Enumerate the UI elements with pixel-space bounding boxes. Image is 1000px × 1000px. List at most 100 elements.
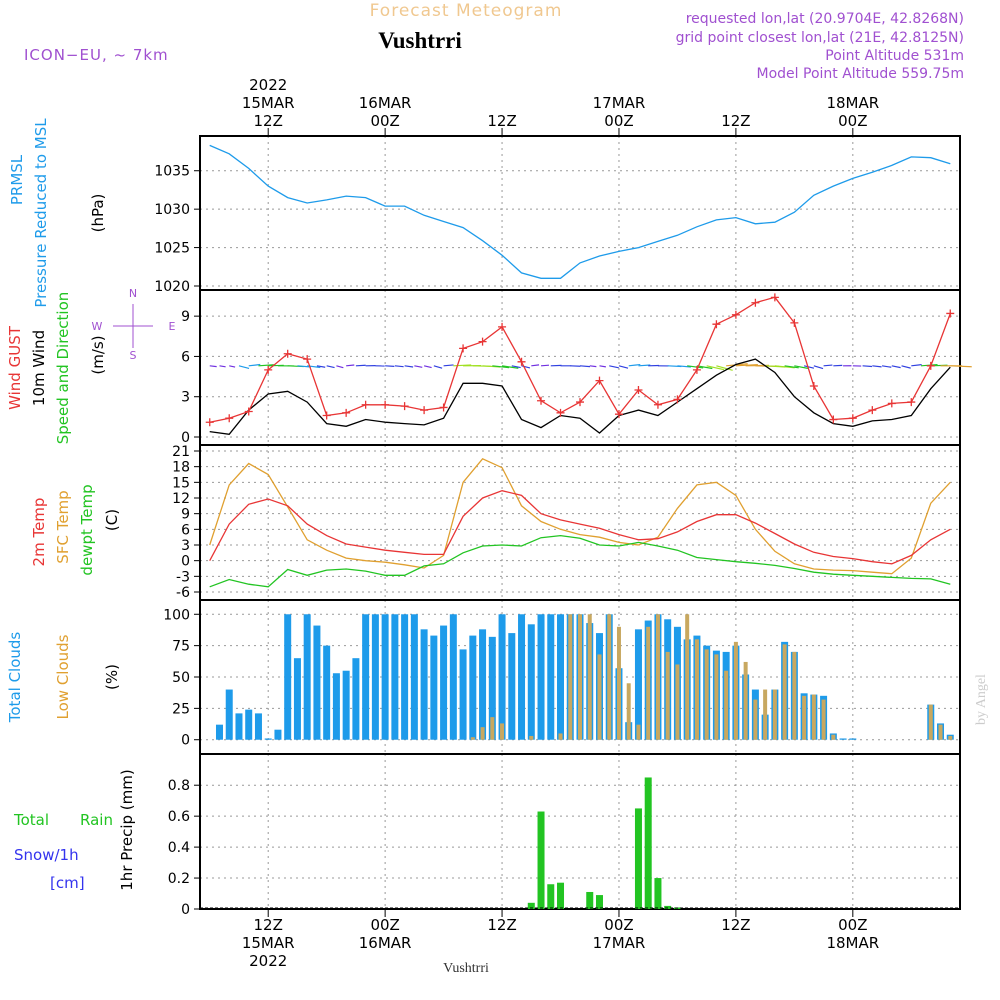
wind-gust-line-marker xyxy=(478,337,487,346)
wind-arrow xyxy=(385,365,395,367)
y-tick-label: 50 xyxy=(172,670,190,686)
wind-arrow xyxy=(346,364,355,367)
wind-arrow xyxy=(209,365,217,368)
low-cloud-bar xyxy=(694,639,699,740)
total-cloud-bar xyxy=(371,614,379,740)
wind-arrow xyxy=(316,365,326,368)
rain-bar xyxy=(664,905,672,909)
low-cloud-bar xyxy=(665,651,670,740)
pressure-line xyxy=(209,144,951,279)
model-label: ICON−EU, ~ 7km xyxy=(24,46,169,64)
wind-gust-line-marker xyxy=(361,400,370,409)
wind-gust-line-marker xyxy=(614,410,623,419)
low-cloud-bar xyxy=(616,626,621,740)
x-tick-label-top: 12Z xyxy=(487,112,516,130)
wind-gust-line-marker xyxy=(731,310,740,319)
total-cloud-bar xyxy=(459,649,467,740)
wind-arrow xyxy=(716,365,733,371)
wind-arrow xyxy=(414,365,423,368)
total-cloud-bar xyxy=(488,636,496,740)
speed-dir-label: Speed and Direction xyxy=(54,292,72,445)
y-tick-label: 0.6 xyxy=(168,809,190,825)
wind-arrow xyxy=(872,365,882,368)
wind-arrow xyxy=(297,365,311,368)
total-cloud-bar xyxy=(332,673,340,740)
wind-gust-line-marker xyxy=(205,418,214,427)
total-cloud-bar xyxy=(518,614,526,740)
low-cloud-bar xyxy=(675,664,680,740)
total-cloud-bar xyxy=(215,724,223,740)
wind-arrow xyxy=(599,365,606,368)
y-tick-label: 15 xyxy=(172,475,190,491)
rain-bar xyxy=(557,882,565,909)
total-cloud-bar xyxy=(420,629,428,740)
wind-gust-line-marker xyxy=(653,400,662,409)
wind-gust-line-marker xyxy=(342,408,351,417)
low-cloud-bar xyxy=(724,670,729,740)
panel-frame xyxy=(199,289,961,446)
rain-bar xyxy=(547,884,555,909)
total-cloud-bar xyxy=(547,614,555,740)
wind-arrow xyxy=(336,365,344,369)
total-cloud-bar xyxy=(849,738,857,740)
total-cloud-bar xyxy=(293,658,301,740)
wind-arrow xyxy=(238,365,250,370)
wind-gust-line-marker xyxy=(244,407,253,416)
total-cloud-bar xyxy=(440,625,448,740)
wind-gust-line-marker xyxy=(556,408,565,417)
y-tick-label: 6 xyxy=(181,349,190,365)
low-cloud-bar xyxy=(763,689,768,740)
y-tick-label: 6 xyxy=(181,522,190,538)
y-tick-label: 0 xyxy=(181,902,190,918)
wind-arrow xyxy=(677,365,691,368)
wind-gust-line-marker xyxy=(498,322,507,331)
total-cloud-bar xyxy=(498,614,506,740)
x-year-label-top: 2022 xyxy=(249,76,287,94)
y-tick-label: 9 xyxy=(181,507,190,523)
wind-gust-line-marker xyxy=(400,402,409,411)
total-cloud-bar xyxy=(508,633,516,740)
compass-cross xyxy=(113,304,153,348)
rain-bar xyxy=(586,891,594,909)
low-cloud-bar xyxy=(490,717,495,740)
low-cloud-bar xyxy=(558,733,563,740)
low-cloud-bar xyxy=(772,689,777,740)
t2m-label: 2m Temp xyxy=(30,498,48,567)
watermark: by Angel xyxy=(974,674,989,725)
rain-bar xyxy=(537,811,545,909)
y-tick-label: 0 xyxy=(181,430,190,446)
rain-label: Rain xyxy=(80,811,113,829)
wind-arrow xyxy=(248,363,261,367)
compass-w: W xyxy=(92,320,103,333)
wind-arrow xyxy=(609,365,619,369)
low-cloud-bar xyxy=(685,614,690,740)
low-cloud-bar xyxy=(529,735,534,740)
low-cloud-bar xyxy=(938,724,943,740)
wind-arrow xyxy=(687,365,704,369)
y-tick-label: 0 xyxy=(181,733,190,749)
low-cloud-bar xyxy=(714,654,719,740)
total-cloud-bar xyxy=(303,614,311,740)
wind-arrow xyxy=(901,365,911,369)
wind-arrow xyxy=(891,365,901,369)
compass-s: S xyxy=(130,349,137,362)
low-cloud-bar xyxy=(626,683,631,740)
low-cloud-bar xyxy=(636,724,641,740)
wind-gust-line-marker xyxy=(283,349,292,358)
y-tick-label: 100 xyxy=(163,607,190,623)
low-cloud-bar xyxy=(743,661,748,740)
low-cloud-bar xyxy=(607,614,612,740)
low-cloud-bar xyxy=(480,727,485,740)
x-tick-label-top: 18MAR xyxy=(826,94,879,112)
total-cloud-bar xyxy=(410,614,418,740)
sfc-temp-line xyxy=(209,458,951,575)
y-tick-label: 25 xyxy=(172,701,190,717)
x-tick-label-bottom: 12Z xyxy=(254,916,283,934)
wind-gust-line-marker xyxy=(673,395,682,404)
total-cloud-bar xyxy=(342,670,350,740)
x-tick-label-bottom: 12Z xyxy=(721,916,750,934)
wind-arrow xyxy=(638,364,651,367)
wind-arrow xyxy=(394,365,404,368)
low-cloud-bar xyxy=(792,651,797,740)
wind-arrow xyxy=(579,365,591,368)
